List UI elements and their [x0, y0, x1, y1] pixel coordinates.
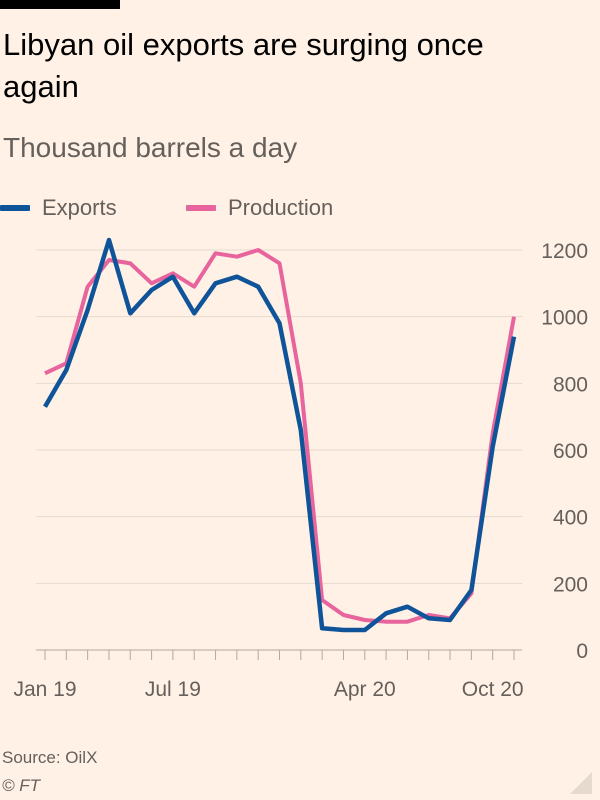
chart-subtitle: Thousand barrels a day [3, 132, 298, 163]
x-tick-label-jul-19: Jul 19 [145, 678, 201, 701]
legend-item-production: Production [186, 192, 333, 224]
copyright-note: © FT [2, 776, 41, 795]
legend-label-production: Production [228, 195, 334, 220]
source-note: Source: OilX [2, 748, 98, 767]
brand-bar [0, 0, 120, 9]
y-tick-label-200: 200 [553, 573, 588, 596]
y-tick-label-600: 600 [553, 440, 588, 463]
y-tick-label-1000: 1000 [541, 307, 588, 330]
y-tick-label-400: 400 [553, 507, 588, 530]
x-tick-label-apr-20: Apr 20 [334, 678, 396, 701]
x-tick-label-oct-20: Oct 20 [462, 678, 524, 701]
legend-label-exports: Exports [42, 195, 117, 220]
corner-resize-icon [570, 772, 592, 794]
legend-item-exports: Exports [0, 192, 117, 224]
chart-title: Libyan oil exports are surging once agai… [3, 27, 484, 104]
x-tick-label-jan-19: Jan 19 [13, 678, 76, 701]
legend-swatch-exports [0, 205, 30, 211]
series-line-production [44, 248, 516, 624]
legend-swatch-production [186, 205, 216, 211]
y-tick-label-1200: 1200 [541, 240, 588, 263]
series-line-exports [43, 237, 517, 633]
y-tick-label-0: 0 [576, 640, 588, 663]
y-tick-label-800: 800 [553, 373, 588, 396]
